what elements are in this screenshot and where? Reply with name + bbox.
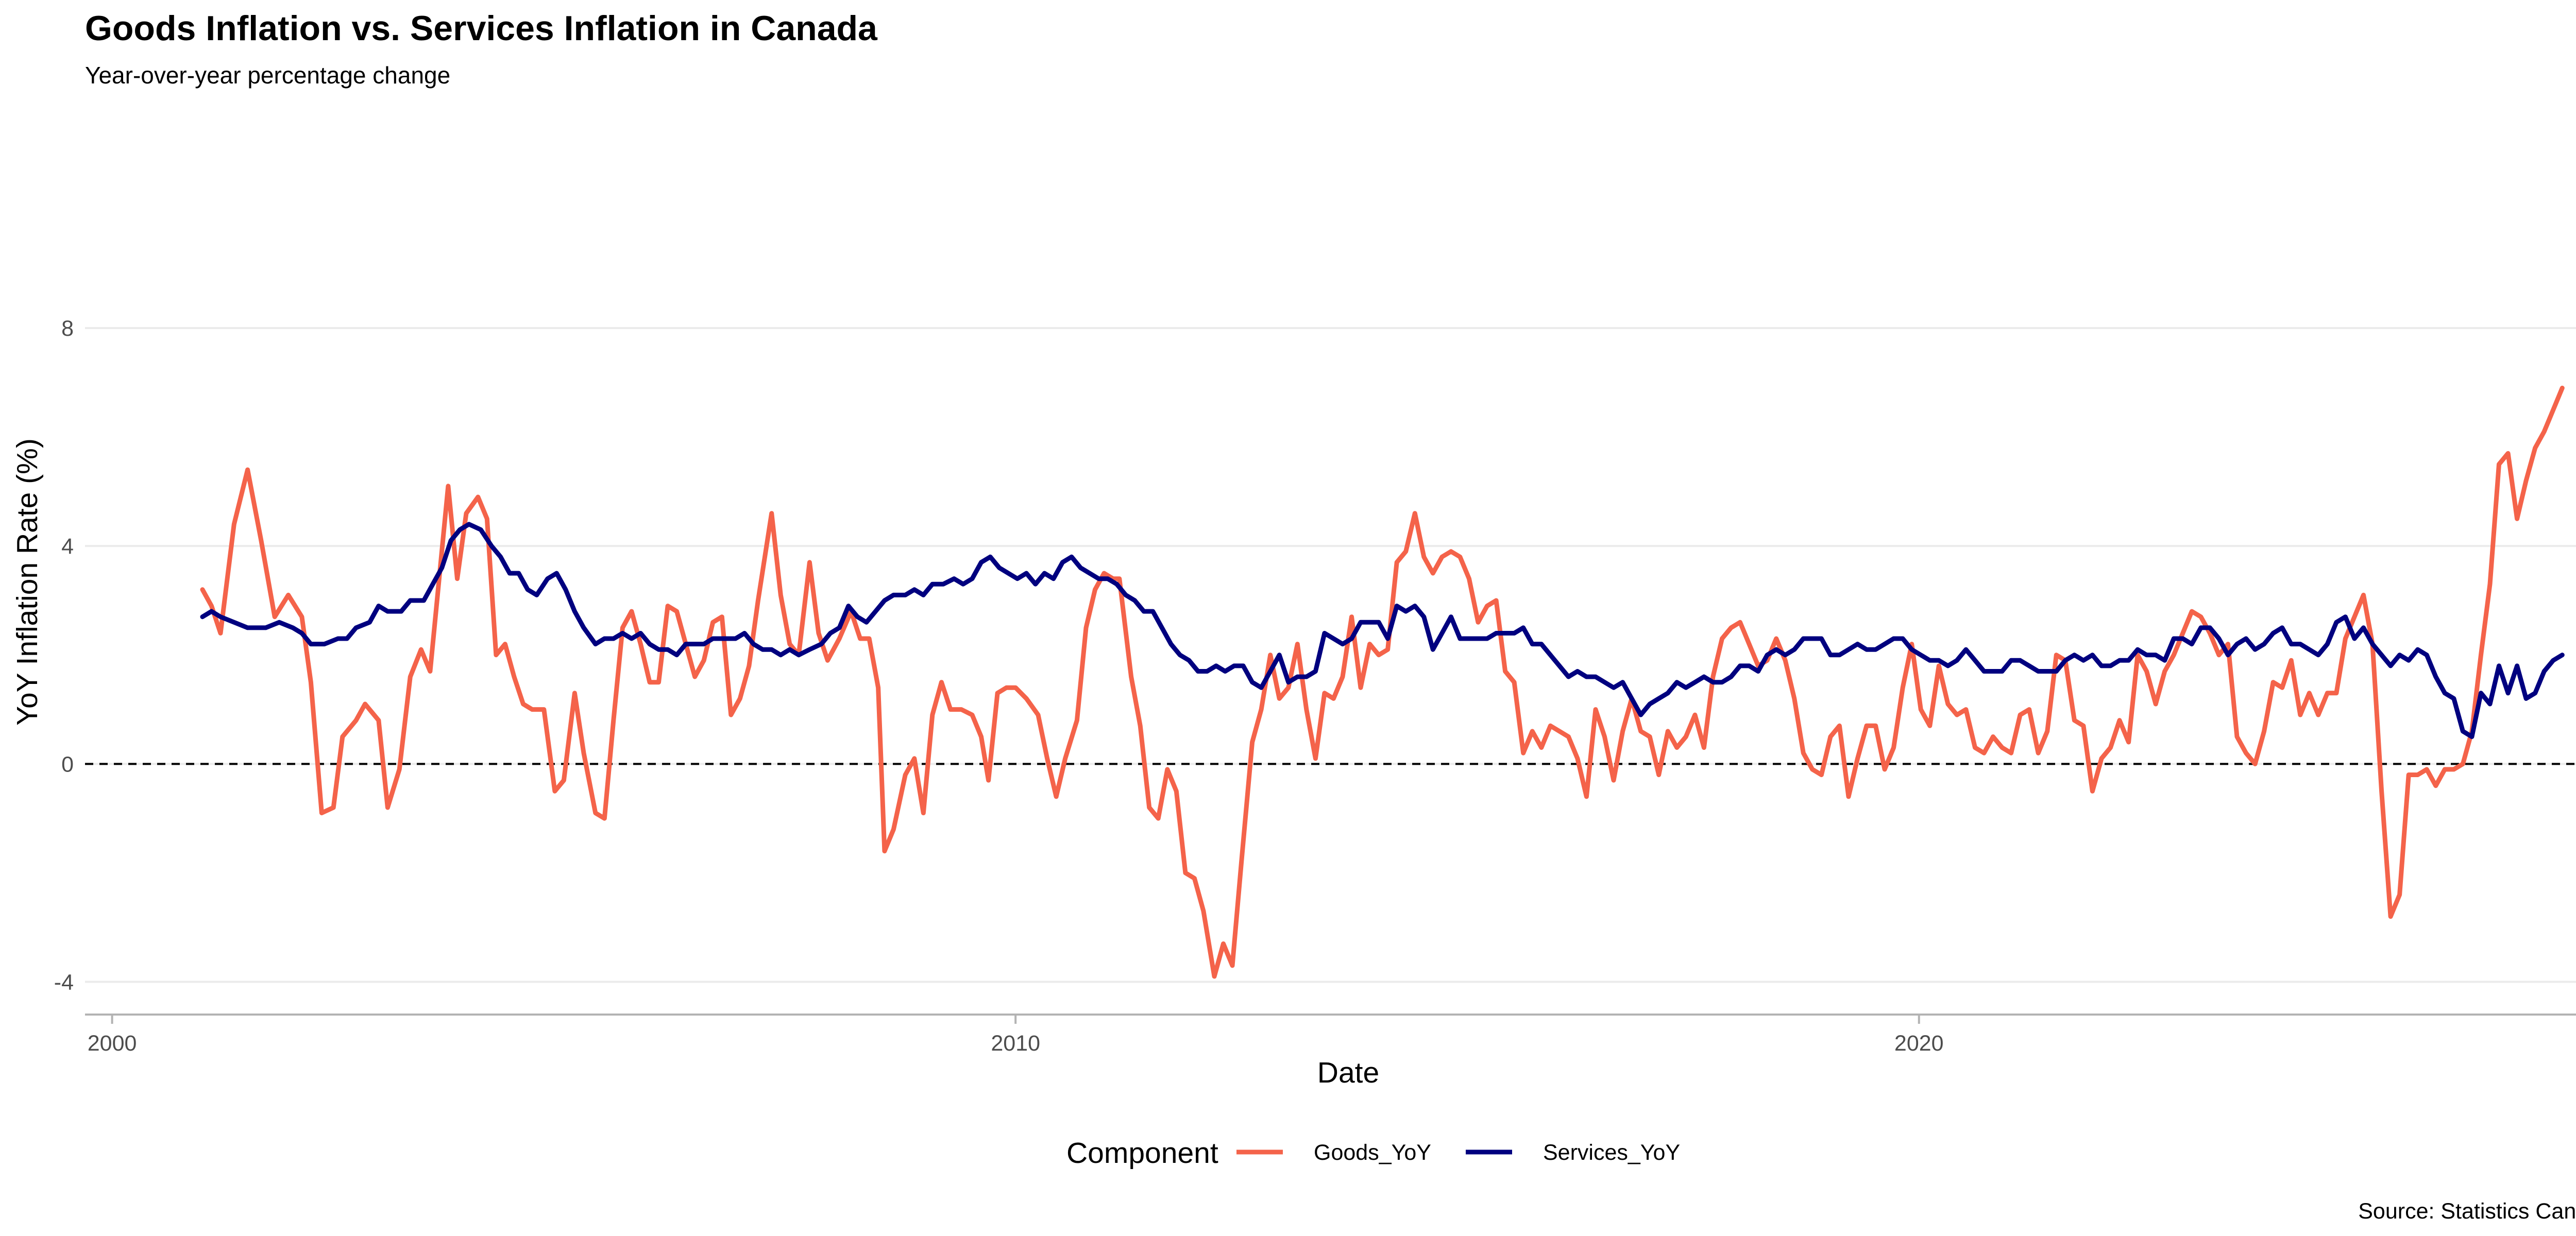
- legend: Component Goods_YoY Services_YoY: [1066, 1137, 1680, 1170]
- y-axis-title: YoY Inflation Rate (%): [11, 438, 44, 726]
- gridlines: [85, 327, 2576, 983]
- legend-label-goods-yoy: Goods_YoY: [1314, 1140, 1431, 1165]
- chart-caption: Source: Statistics Canada: [2358, 1199, 2576, 1224]
- x-tick-label: 2000: [88, 1031, 137, 1056]
- chart-subtitle: Year-over-year percentage change: [85, 62, 450, 89]
- axes: -4 0 4 8 2000 2010 2020: [54, 316, 2576, 1056]
- y-tick-label: 0: [61, 752, 74, 777]
- series-line-services-yoy: [200, 522, 2565, 739]
- x-tick-label: 2010: [991, 1031, 1040, 1056]
- legend-title: Component: [1066, 1137, 1218, 1170]
- x-axis-title: Date: [1317, 1056, 1379, 1089]
- chart-title: Goods Inflation vs. Services Inflation i…: [85, 9, 878, 48]
- series-lines: [200, 385, 2565, 979]
- y-tick-label: -4: [54, 970, 74, 995]
- x-tick-label: 2020: [1894, 1031, 1944, 1056]
- y-tick-label: 4: [61, 534, 74, 559]
- legend-label-services-yoy: Services_YoY: [1543, 1140, 1680, 1165]
- y-tick-label: 8: [61, 316, 74, 341]
- series-line-goods-yoy: [200, 385, 2565, 979]
